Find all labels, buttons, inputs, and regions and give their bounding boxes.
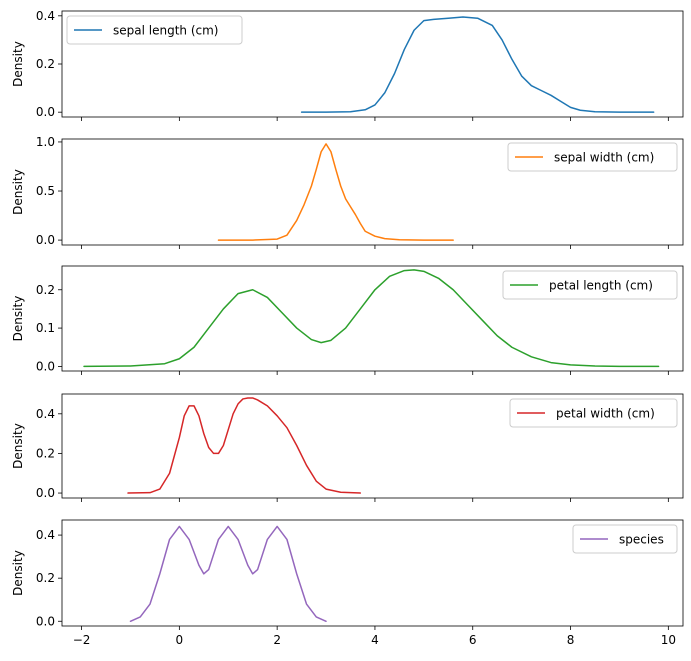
- x-tick-label: −2: [73, 633, 91, 647]
- subplot-5: 0.0 0.2 0.4 −2 0 2 4 6 8 10 Density species: [11, 519, 684, 647]
- y-tick-label: 0.2: [36, 57, 55, 71]
- y-axis-label: Density: [11, 41, 25, 87]
- axes-frame: [61, 265, 684, 372]
- legend-frame: [66, 15, 243, 45]
- y-tick-label: 0.4: [36, 528, 55, 542]
- y-tick-label: 0.0: [36, 614, 55, 628]
- legend: petal length (cm): [502, 270, 678, 300]
- y-tick-label: 0.0: [36, 105, 55, 119]
- legend-frame: [572, 524, 678, 554]
- y-tick-label: 0.5: [36, 184, 55, 198]
- y-tick-label: 1.0: [36, 135, 55, 149]
- legend-label: sepal width (cm): [554, 151, 654, 165]
- y-axis-label: Density: [11, 169, 25, 215]
- legend-label: petal length (cm): [549, 279, 653, 293]
- subplot-3: 0.0 0.1 0.2 Density petal length (cm): [11, 265, 684, 375]
- legend-label: species: [619, 533, 664, 547]
- legend-frame: [509, 398, 678, 428]
- subplot-4: 0.0 0.2 0.4 Density petal width (cm): [11, 393, 684, 502]
- legend: petal width (cm): [509, 398, 678, 428]
- x-tick-label: 4: [371, 633, 379, 647]
- axes-frame: [61, 519, 684, 627]
- legend: sepal length (cm): [66, 15, 243, 45]
- x-tick-label: 0: [176, 633, 184, 647]
- y-axis-label: Density: [11, 423, 25, 469]
- series-line-2: [217, 143, 454, 241]
- x-tick-label: 6: [469, 633, 477, 647]
- x-tick-label: 2: [273, 633, 281, 647]
- y-tick-label: 0.2: [36, 283, 55, 297]
- x-tick-label: 10: [661, 633, 676, 647]
- y-tick-label: 0.0: [36, 359, 55, 373]
- y-tick-label: 0.4: [36, 9, 55, 23]
- legend-label: petal width (cm): [556, 407, 655, 421]
- axes-frame: [61, 138, 684, 246]
- subplot-1: 0.0 0.2 0.4 Density sepal length (cm): [11, 9, 684, 121]
- x-tick-label: 8: [567, 633, 575, 647]
- y-tick-label: 0.1: [36, 321, 55, 335]
- series-line-3: [83, 269, 660, 368]
- y-axis-label: Density: [11, 550, 25, 596]
- y-tick-label: 0.4: [36, 407, 55, 421]
- legend: species: [572, 524, 678, 554]
- legend: sepal width (cm): [507, 142, 678, 172]
- y-tick-label: 0.2: [36, 446, 55, 460]
- legend-frame: [507, 142, 678, 172]
- y-tick-label: 0.0: [36, 486, 55, 500]
- y-axis-label: Density: [11, 296, 25, 342]
- y-tick-label: 0.2: [36, 571, 55, 585]
- y-tick-label: 0.0: [36, 233, 55, 247]
- legend-label: sepal length (cm): [113, 24, 218, 38]
- subplot-2: 0.0 0.5 1.0 Density sepal width (cm): [11, 135, 684, 249]
- legend-frame: [502, 270, 678, 300]
- series-line-5: [129, 525, 327, 623]
- axes-frame: [61, 393, 684, 499]
- series-line-4: [127, 397, 362, 494]
- series-line-1: [300, 16, 655, 113]
